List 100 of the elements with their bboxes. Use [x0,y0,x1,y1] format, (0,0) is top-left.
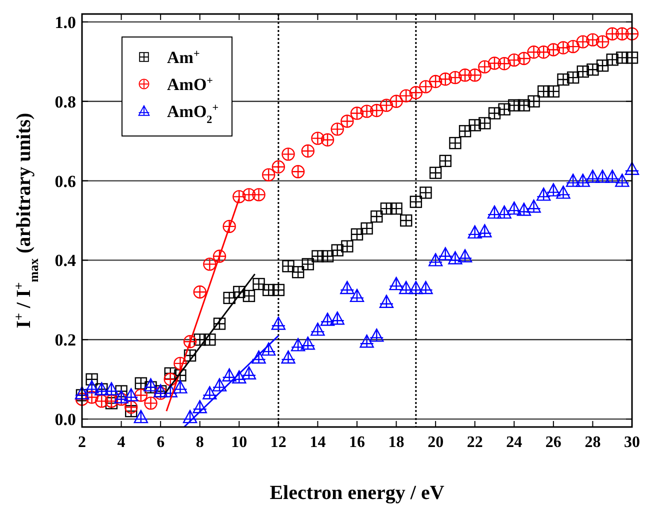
point [566,174,580,187]
point [379,294,394,308]
point [400,214,412,227]
point [291,165,305,178]
point [252,188,266,202]
point [516,202,532,216]
point [134,377,148,390]
point [232,190,246,204]
y-tick-label: 0.6 [54,172,76,191]
point [360,104,374,118]
point [320,133,334,146]
point [586,33,600,46]
point [487,205,502,219]
point [134,388,148,402]
point [222,368,236,382]
point [410,196,422,208]
legend-label: AmO$^{+}$ [167,75,213,94]
point [183,335,197,348]
x-tick-label: 16 [349,434,365,451]
point [212,378,227,392]
point [134,410,148,424]
point [370,210,383,223]
point [429,166,442,179]
point [418,280,433,294]
point [144,378,158,392]
point [302,258,314,270]
point [458,125,472,138]
point [468,225,482,239]
x-tick-label: 28 [584,434,601,451]
point [399,280,414,294]
point [252,278,265,290]
y-tick-label: 1.0 [54,12,76,32]
x-tick-label: 4 [117,434,126,451]
point [556,41,570,54]
point [438,72,452,86]
point [252,350,266,364]
point [360,222,373,235]
point [233,286,246,298]
point [290,338,306,352]
point [340,114,354,128]
x-tick-label: 26 [545,434,562,451]
point [292,266,304,278]
point [508,99,520,112]
point [125,405,138,418]
point [409,86,423,100]
point [596,60,609,72]
point [232,370,246,384]
point [468,119,481,132]
point [203,258,216,271]
point [282,260,294,272]
x-tick-label: 2 [78,434,86,451]
point [439,154,452,168]
point [408,280,424,294]
x-tick-label: 10 [231,434,248,451]
point [528,95,540,108]
point [576,35,590,48]
point [212,250,226,263]
point [458,249,472,262]
point [281,350,296,364]
point [184,349,196,362]
point [616,52,628,64]
point [192,400,207,414]
x-tick-label: 24 [506,434,522,451]
point [262,342,276,356]
point [586,63,599,76]
point [488,107,501,120]
point [478,224,492,238]
point [380,202,393,215]
point [606,54,618,66]
point [428,74,442,88]
point [193,285,206,299]
point [310,322,325,336]
point [262,168,276,182]
point [606,27,619,40]
point [557,73,570,86]
point [262,284,275,296]
point [546,183,561,196]
point [566,40,580,54]
point [498,57,511,70]
point [538,85,550,98]
point [616,27,629,40]
x-tick-label: 22 [466,434,483,451]
point [448,70,462,84]
point [468,68,482,82]
point [271,316,286,330]
point [428,253,443,266]
point [350,106,364,120]
point [586,170,600,183]
point [74,386,90,400]
point [488,56,502,70]
point [163,384,178,398]
point [536,188,551,201]
point [478,60,492,74]
point [596,35,610,48]
point [331,244,344,256]
point [419,80,432,94]
point [517,52,531,66]
point [566,71,580,84]
point [164,372,177,386]
point [360,334,374,348]
